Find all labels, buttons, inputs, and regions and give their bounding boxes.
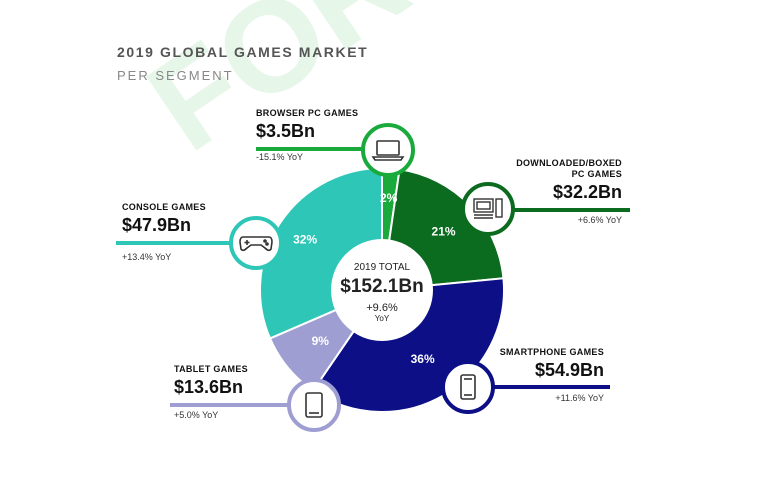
center-total-change: +9.6% — [366, 302, 398, 314]
tablet-icon-badge — [287, 378, 341, 432]
center-total-unit: YoY — [374, 314, 390, 323]
desktop-pc-icon — [473, 198, 503, 219]
gamepad-icon — [239, 236, 273, 252]
laptop-icon — [371, 140, 405, 161]
tablet-segment-label: TABLET GAMES $13.6Bn +5.0% YoY — [174, 364, 248, 420]
browser-yoy: -15.1% YoY — [256, 152, 304, 162]
smartphone-icon — [460, 374, 476, 400]
center-total-label: 2019 TOTAL — [353, 262, 411, 273]
tablet-icon — [305, 392, 323, 418]
downloaded-value: $32.2Bn — [552, 182, 622, 202]
console-icon-badge — [229, 216, 283, 270]
pie-slice-label-browser: 2% — [380, 191, 398, 205]
browser-value: $3.5Bn — [256, 121, 316, 141]
console-yoy: +13.4% YoY — [122, 252, 172, 262]
pie-slice-label-tablet: 9% — [312, 334, 330, 348]
smartphone-value: $54.9Bn — [534, 360, 604, 380]
tablet-name: TABLET GAMES — [174, 364, 248, 374]
smartphone-name: SMARTPHONE GAMES — [499, 347, 604, 357]
browser-segment-label: BROWSER PC GAMES $3.5Bn -15.1% YoY — [256, 108, 358, 162]
downloaded-icon-badge — [461, 182, 515, 236]
tablet-value: $13.6Bn — [174, 377, 244, 397]
downloaded-name-line1: DOWNLOADED/BOXED — [516, 158, 622, 168]
pie-slice-label-console: 32% — [293, 232, 317, 246]
downloaded-name-line2: PC GAMES — [571, 169, 622, 179]
chart-subtitle: PER SEGMENT — [117, 68, 234, 83]
pie-slice-label-downloaded: 21% — [432, 224, 456, 238]
tablet-yoy: +5.0% YoY — [174, 410, 219, 420]
browser-name: BROWSER PC GAMES — [256, 108, 359, 118]
console-value: $47.9Bn — [122, 215, 192, 235]
browser-icon-badge — [361, 123, 415, 177]
pie-slice-labels: 2% 21% 36% 9% 32% — [293, 191, 456, 366]
pie-center-hole — [331, 239, 433, 341]
center-total-value: $152.1Bn — [340, 276, 424, 297]
smartphone-segment-label: SMARTPHONE GAMES $54.9Bn +11.6% YoY — [470, 347, 604, 403]
smartphone-icon-badge — [441, 360, 495, 414]
chart-title: 2019 GLOBAL GAMES MARKET — [117, 44, 369, 60]
console-segment-label: CONSOLE GAMES $47.9Bn +13.4% YoY — [122, 202, 206, 262]
smartphone-yoy: +11.6% YoY — [555, 393, 604, 403]
downloaded-yoy: +6.6% YoY — [577, 215, 622, 225]
console-name: CONSOLE GAMES — [122, 202, 206, 212]
center-total: 2019 TOTAL $152.1Bn +9.6% YoY — [330, 262, 434, 323]
pie-slice-label-smartphone: 36% — [411, 352, 435, 366]
downloaded-segment-label: DOWNLOADED/BOXED PC GAMES $32.2Bn +6.6% … — [480, 158, 622, 225]
